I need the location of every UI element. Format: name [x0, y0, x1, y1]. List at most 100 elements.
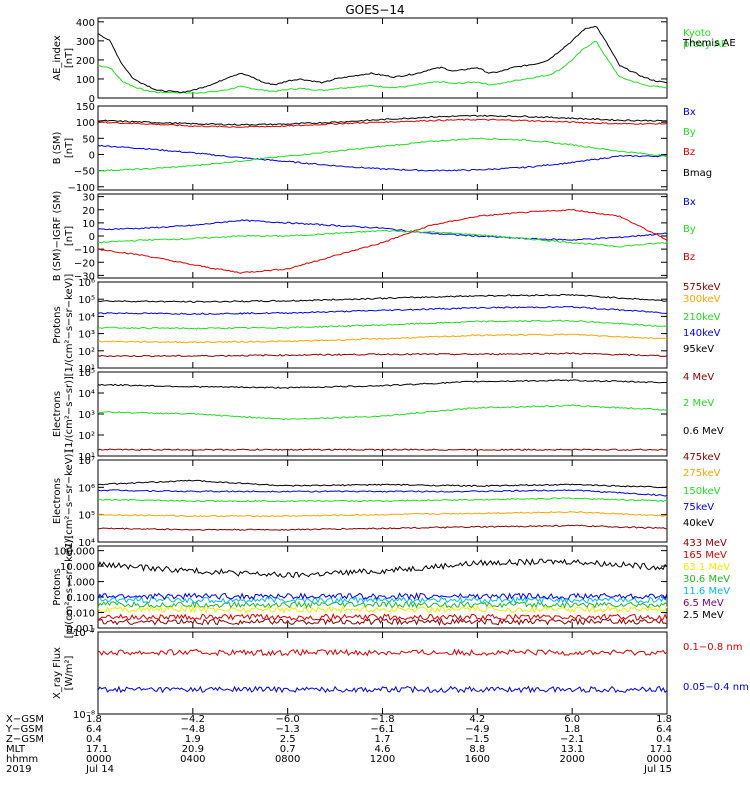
footer-cell: 17.1: [86, 744, 108, 755]
panel-frame: [97, 193, 668, 279]
y-tick-label: −100: [68, 183, 95, 194]
footer-cell: Jul 15: [643, 764, 672, 775]
footer-cell: 4.2: [469, 714, 485, 725]
series-label: 140keV: [683, 328, 721, 339]
y-tick-label: −30: [74, 271, 95, 282]
series-line-210keV: [97, 319, 668, 330]
panel-protons2: 0.001 0.010 0.100 1.000 10.000 100.000 Protons…: [52, 536, 730, 639]
footer-cell: 1200: [370, 754, 395, 765]
footer-cell: 0400: [180, 754, 205, 765]
y-tick-label: 100: [76, 75, 95, 86]
series-line-By: [97, 137, 668, 172]
series-line-Bx: [97, 144, 668, 172]
y-axis-label: AE_index: [52, 35, 63, 81]
y-axis-label: [1/(cm²−s−sr−keV)]: [64, 450, 75, 553]
series-line-Kyoto-proxy-AE: [97, 40, 668, 94]
y-axis-label: B (SM)−IGRF (SM): [52, 191, 63, 282]
y-axis-label: [nT]: [64, 138, 75, 158]
series-label: 2 MeV: [683, 398, 714, 409]
panel-bigrf: −30 −20 −10 0 10 20 30 B (SM)−IGRF (SM) [nT] Bx By…: [52, 191, 696, 283]
footer-group: X−GSMY−GSMZ−GSMMLThhmm20191.86.40.417.10…: [5, 714, 672, 775]
footer-cell: 13.1: [561, 744, 583, 755]
y-tick-label: 10⁻⁸: [73, 710, 95, 721]
footer-cell: 2.5: [280, 734, 296, 745]
series-label: 4 MeV: [683, 372, 714, 383]
footer-cell: 17.1: [650, 744, 672, 755]
series-label: Themis AE: [682, 38, 736, 49]
footer-cell: −4.2: [181, 714, 205, 725]
series-line-300keV: [97, 333, 668, 344]
y-tick-label: −10: [74, 245, 95, 256]
panel-frame: [97, 17, 668, 99]
series-line-11-6-MeV: [97, 596, 668, 605]
footer-cell: −1.5: [465, 734, 489, 745]
series-line-Bz: [98, 208, 668, 274]
panel-electrons2: 10⁴ 10⁵ 10⁶ 10⁷ Electrons [1/(cm²−s−sr−keV)] 4…: [52, 450, 721, 553]
y-tick-label: 10⁴: [78, 389, 95, 400]
footer-row-label: hhmm: [6, 754, 38, 765]
series-label: 63.1 MeV: [683, 562, 730, 573]
panel-frame: [97, 545, 668, 629]
footer-cell: 6.4: [656, 724, 672, 735]
series-line-Bx: [97, 219, 668, 241]
footer-cell: 1.8: [564, 724, 580, 735]
y-tick-label: 10⁵: [78, 368, 95, 379]
series-label: Bmag: [683, 168, 712, 179]
footer-cell: −6.0: [276, 714, 300, 725]
y-tick-label: 10⁵: [78, 511, 95, 522]
y-tick-label: 10¹: [78, 364, 95, 375]
y-tick-label: 200: [76, 56, 95, 67]
series-line-40keV: [97, 479, 668, 489]
panel-xray: 10⁻⁸ 10⁻⁷ X_ray Flux [W/m²] 0.1−0.8 nm 0.05−0…: [52, 628, 749, 721]
y-tick-label: 100.000: [54, 547, 95, 558]
y-tick-label: −50: [74, 167, 95, 178]
series-line-0-1-0-8-nm: [97, 648, 668, 657]
y-tick-label: 10³: [78, 410, 95, 421]
series-label: 165 MeV: [683, 550, 727, 561]
series-line-6-5-MeV: [97, 592, 668, 601]
series-label: Bz: [683, 252, 695, 263]
y-tick-label: 10⁶: [78, 483, 95, 494]
y-axis-label: Protons: [52, 306, 63, 343]
series-line-30-6-MeV: [97, 600, 668, 609]
series-label: 300keV: [683, 294, 721, 305]
series-line-140keV: [97, 305, 668, 315]
series-line-By: [97, 229, 668, 248]
y-tick-label: 20: [82, 206, 95, 217]
series-label: 0.05−0.4 nm: [683, 682, 749, 693]
footer-cell: 2000: [559, 754, 584, 765]
panel-bsm: −100 −50 0 50 100 150 B (SM) [nT] Bx By Bz Bmag: [52, 102, 712, 194]
series-line-Bmag: [97, 114, 668, 126]
y-axis-label: Protons: [52, 568, 63, 605]
series-label: 40keV: [683, 518, 714, 529]
footer-cell: 6.4: [86, 724, 102, 735]
series-label: 30.6 MeV: [683, 574, 730, 585]
panel-electrons1: 10¹ 10² 10³ 10⁴ 10⁵ Electrons [1/(cm²−s−sr)] 4 …: [52, 368, 724, 463]
series-line-2-5-MeV: [97, 557, 668, 578]
footer-cell: 1600: [465, 754, 490, 765]
footer-cell: 0.4: [656, 734, 672, 745]
y-tick-label: 10⁴: [78, 312, 95, 323]
footer-row-label: Z−GSM: [6, 734, 44, 745]
footer-cell: −1.3: [276, 724, 300, 735]
series-label: By: [683, 224, 696, 235]
series-line-575keV: [97, 352, 668, 358]
footer-cell: −2.1: [560, 734, 584, 745]
series-line-150keV: [97, 497, 668, 503]
y-tick-label: 400: [76, 18, 95, 29]
series-line-165-MeV: [97, 613, 668, 621]
y-tick-label: 300: [76, 37, 95, 48]
footer-cell: 20.9: [182, 744, 204, 755]
y-axis-label: [1/(cm²−s−sr−keV)]: [64, 274, 75, 377]
y-tick-label: 1.000: [66, 578, 95, 589]
series-label: 11.6 MeV: [683, 586, 730, 597]
y-tick-label: −20: [74, 258, 95, 269]
y-tick-label: 150: [76, 102, 95, 113]
series-label: 433 MeV: [683, 538, 727, 549]
y-axis-label: X_ray Flux: [52, 647, 63, 699]
y-tick-label: 10.000: [60, 562, 95, 573]
y-tick-label: 10²: [78, 431, 95, 442]
